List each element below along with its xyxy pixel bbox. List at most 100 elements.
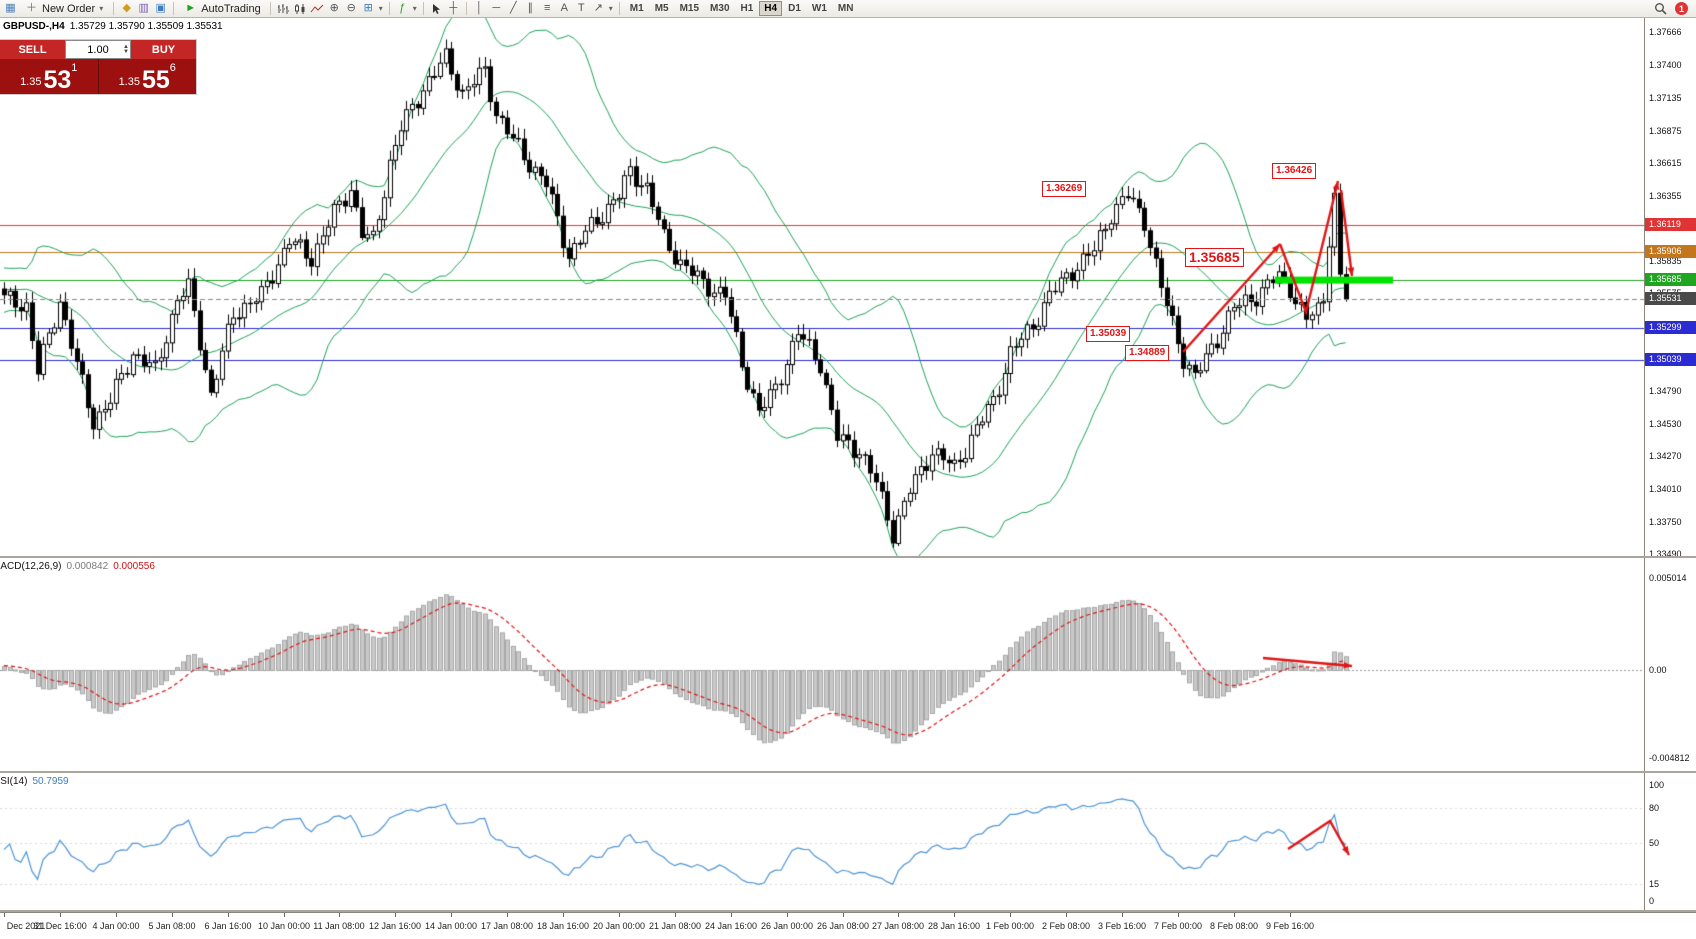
sell-price-sup: 1 bbox=[71, 62, 78, 74]
fibonacci-icon[interactable]: ≡ bbox=[544, 2, 551, 14]
trendline-icon[interactable]: ╱ bbox=[509, 2, 517, 14]
toolbar: ▦ ＋ New Order ▾ ◆ ▥ ▣ ► AutoTrading ⊕ ⊖ … bbox=[0, 0, 1696, 18]
price-scale-badge: 1.36119 bbox=[1645, 218, 1696, 231]
horizontal-line-icon[interactable]: ─ bbox=[492, 2, 501, 14]
arrows-icon[interactable]: ↗ bbox=[593, 2, 603, 14]
price-label-annotation[interactable]: 1.36426 bbox=[1272, 163, 1317, 179]
macd-main-value: 0.000842 bbox=[66, 561, 109, 572]
cursor-icon[interactable] bbox=[429, 1, 444, 16]
sell-price-main: 1.35 bbox=[20, 76, 42, 88]
new-chart-icon[interactable]: ▦ bbox=[5, 2, 16, 14]
time-axis-label: 5 Jan 08:00 bbox=[148, 921, 196, 931]
rsi-scale-label: 50 bbox=[1649, 838, 1660, 848]
sell-button[interactable]: SELL bbox=[0, 40, 65, 59]
rsi-scale-label: 100 bbox=[1649, 780, 1665, 790]
dropdown-caret-icon[interactable]: ▾ bbox=[378, 4, 383, 13]
rsi-canvas[interactable] bbox=[0, 773, 1644, 910]
time-axis-label: 10 Jan 00:00 bbox=[257, 921, 311, 931]
buy-price[interactable]: 1.35 55 6 bbox=[97, 59, 197, 94]
macd-header: MACD(12,26,9) 0.000842 0.000556 bbox=[0, 561, 155, 572]
macd-canvas[interactable] bbox=[0, 558, 1644, 771]
timeframe-button-mn[interactable]: MN bbox=[837, 3, 854, 14]
price-scale-label: 1.35835 bbox=[1649, 256, 1682, 266]
crosshair-icon[interactable]: ┼ bbox=[449, 2, 458, 14]
time-axis-tick bbox=[787, 913, 788, 917]
notification-badge[interactable]: 1 bbox=[1675, 2, 1688, 15]
macd-scale-label: -0.004812 bbox=[1649, 753, 1690, 763]
macd-signal-value: 0.000556 bbox=[113, 561, 155, 572]
new-order-button[interactable]: ＋ New Order ▾ bbox=[20, 1, 108, 17]
spinner-up-icon[interactable]: ▲ bbox=[123, 43, 129, 50]
price-scale-badge: 1.35685 bbox=[1645, 273, 1696, 286]
time-axis[interactable]: Dec 2021 31 Dec 16:00 4 Jan 00:00 5 Jan 08:… bbox=[0, 912, 1696, 939]
search-icon[interactable] bbox=[1653, 1, 1668, 16]
autotrading-play-icon: ► bbox=[185, 2, 197, 14]
time-axis-label: 26 Jan 00:00 bbox=[760, 921, 814, 931]
time-axis-tick bbox=[898, 913, 899, 917]
volume-value: 1.00 bbox=[87, 43, 109, 56]
timeframe-button-h1[interactable]: H1 bbox=[740, 3, 754, 14]
buy-button[interactable]: BUY bbox=[131, 40, 196, 59]
time-axis-tick bbox=[284, 913, 285, 917]
rsi-panel: RSI(14) 50.7959 bbox=[0, 773, 1644, 910]
candlestick-glyph bbox=[295, 3, 305, 14]
equidistant-channel-icon[interactable]: ∥ bbox=[527, 2, 534, 14]
macd-scale-label: 0.00 bbox=[1649, 665, 1667, 675]
timeframe-button-w1[interactable]: W1 bbox=[811, 3, 827, 14]
timeframe-button-m30[interactable]: M30 bbox=[710, 3, 730, 14]
profiles-icon[interactable]: ◆ bbox=[122, 2, 131, 14]
tile-windows-icon[interactable]: ⊞ bbox=[363, 2, 373, 14]
price-label-annotation[interactable]: 1.36269 bbox=[1042, 181, 1087, 197]
time-axis-tick bbox=[228, 913, 229, 917]
time-axis-tick bbox=[60, 913, 61, 917]
timeframe-button-m15[interactable]: M15 bbox=[679, 3, 700, 14]
time-axis-tick bbox=[675, 913, 676, 917]
dropdown-caret-icon[interactable]: ▾ bbox=[412, 4, 417, 13]
price-scale-label: 1.34530 bbox=[1649, 419, 1682, 429]
panel-divider[interactable] bbox=[0, 556, 1696, 558]
timeframe-button-m5[interactable]: M5 bbox=[654, 3, 669, 14]
price-scale-badge: 1.35039 bbox=[1645, 353, 1696, 366]
dropdown-caret-icon[interactable]: ▾ bbox=[608, 4, 613, 13]
panel-divider[interactable] bbox=[0, 771, 1696, 773]
spinner-down-icon[interactable]: ▼ bbox=[123, 48, 129, 55]
zoom-out-icon[interactable]: ⊖ bbox=[346, 2, 356, 14]
buy-price-sup: 6 bbox=[169, 62, 176, 74]
time-axis-tick bbox=[395, 913, 396, 917]
vertical-line-icon[interactable]: │ bbox=[475, 2, 483, 14]
price-label-annotation[interactable]: 1.34889 bbox=[1125, 345, 1170, 361]
volume-spinner[interactable]: ▲ ▼ bbox=[123, 42, 129, 57]
price-scale-label: 1.34010 bbox=[1649, 484, 1682, 494]
price-scale-badge: 1.35299 bbox=[1645, 321, 1696, 334]
rsi-label: RSI(14) bbox=[0, 776, 28, 787]
time-axis-label: 9 Feb 16:00 bbox=[1265, 921, 1315, 931]
price-scale-label: 1.37135 bbox=[1649, 93, 1682, 103]
time-axis-tick bbox=[731, 913, 732, 917]
ohlc-values: 1.35729 1.35790 1.35509 1.35531 bbox=[69, 21, 223, 32]
text-icon[interactable]: A bbox=[560, 2, 568, 14]
time-axis-tick bbox=[1066, 913, 1067, 917]
zoom-in-icon[interactable]: ⊕ bbox=[329, 2, 339, 14]
terminal-icon[interactable]: ▣ bbox=[155, 2, 166, 14]
new-order-icon: ＋ bbox=[26, 2, 37, 14]
timeframe-button-m1[interactable]: M1 bbox=[629, 3, 644, 14]
volume-stepper[interactable]: 1.00 ▲ ▼ bbox=[65, 40, 131, 59]
timeframe-button-d1[interactable]: D1 bbox=[788, 3, 801, 14]
candlestick-chart-icon[interactable] bbox=[293, 1, 308, 16]
timeframe-button-h4[interactable]: H4 bbox=[759, 1, 783, 16]
price-label-annotation[interactable]: 1.35039 bbox=[1086, 326, 1131, 342]
autotrading-label: AutoTrading bbox=[201, 2, 261, 15]
bar-chart-icon[interactable] bbox=[276, 1, 291, 16]
indicators-icon[interactable]: ƒ bbox=[399, 2, 406, 14]
sell-price[interactable]: 1.35 53 1 bbox=[0, 59, 98, 94]
autotrading-button[interactable]: ► AutoTrading bbox=[179, 1, 265, 17]
rsi-value: 50.7959 bbox=[32, 776, 69, 787]
price-label-annotation[interactable]: 1.35685 bbox=[1185, 248, 1244, 267]
main-chart-canvas[interactable] bbox=[0, 18, 1644, 556]
panel-divider[interactable] bbox=[0, 910, 1696, 912]
price-scale[interactable]: 1.37666 1.37400 1.37135 1.36875 1.36615 1.363… bbox=[1644, 18, 1696, 912]
text-label-icon[interactable]: T bbox=[577, 2, 585, 14]
chart-ohlc-header: GBPUSD-,H4 1.35729 1.35790 1.35509 1.3553… bbox=[3, 21, 223, 32]
market-watch-icon[interactable]: ▥ bbox=[138, 2, 149, 14]
line-chart-icon[interactable] bbox=[310, 1, 325, 16]
